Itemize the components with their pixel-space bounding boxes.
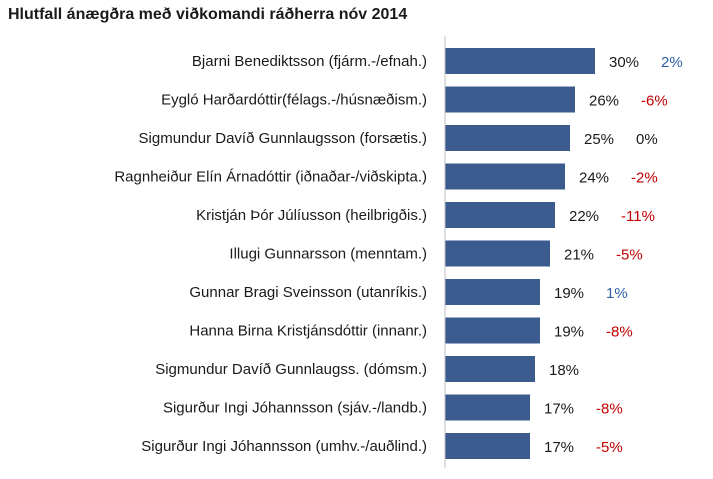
bar xyxy=(445,240,550,267)
change-label: -5% xyxy=(616,247,643,264)
category-label: Ragnheiður Elín Árnadóttir (iðnaðar-/við… xyxy=(114,169,427,186)
change-label: -8% xyxy=(606,324,633,341)
bar xyxy=(445,433,530,459)
bar xyxy=(445,125,570,151)
chart-title: Hlutfall ánægðra með viðkomandi ráðherra… xyxy=(8,6,408,23)
category-label: Bjarni Benediktsson (fjárm.-/efnah.) xyxy=(192,53,427,70)
category-label: Illugi Gunnarsson (menntam.) xyxy=(229,246,427,263)
category-label: Sigurður Ingi Jóhannsson (umhv.-/auðlind… xyxy=(141,438,427,455)
bar xyxy=(445,202,555,228)
category-label: Sigmundur Davíð Gunnlaugss. (dómsm.) xyxy=(155,361,427,378)
category-label: Eygló Harðardóttir(félags.-/húsnæðism.) xyxy=(161,92,427,109)
value-label: 19% xyxy=(554,324,584,341)
change-label: -6% xyxy=(641,93,668,110)
value-label: 24% xyxy=(579,170,609,187)
change-label: 2% xyxy=(661,54,683,71)
change-label: 0% xyxy=(636,131,658,148)
category-label: Hanna Birna Kristjánsdóttir (innanr.) xyxy=(189,323,427,340)
value-label: 22% xyxy=(569,208,599,225)
value-label: 17% xyxy=(544,401,574,418)
value-label: 17% xyxy=(544,439,574,456)
value-label: 26% xyxy=(589,93,619,110)
change-label: -8% xyxy=(596,401,623,418)
change-label: -11% xyxy=(621,208,655,225)
bar xyxy=(445,48,595,74)
change-label: -2% xyxy=(631,170,658,187)
bar xyxy=(445,86,575,113)
value-label: 25% xyxy=(584,131,614,148)
value-label: 30% xyxy=(609,54,639,71)
category-label: Sigurður Ingi Jóhannsson (sjáv.-/landb.) xyxy=(163,400,427,417)
category-label: Sigmundur Davíð Gunnlaugsson (forsætis.) xyxy=(139,130,427,147)
bar xyxy=(445,279,540,305)
bar xyxy=(445,356,535,382)
value-label: 19% xyxy=(554,285,584,302)
change-label: 1% xyxy=(606,285,628,302)
value-label: 21% xyxy=(564,247,594,264)
bar xyxy=(445,394,530,421)
category-label: Kristján Þór Júlíusson (heilbrigðis.) xyxy=(196,207,427,224)
bar xyxy=(445,163,565,190)
change-label: -5% xyxy=(596,439,623,456)
category-label: Gunnar Bragi Sveinsson (utanríkis.) xyxy=(189,284,427,301)
value-label: 18% xyxy=(549,362,579,379)
bar xyxy=(445,317,540,344)
